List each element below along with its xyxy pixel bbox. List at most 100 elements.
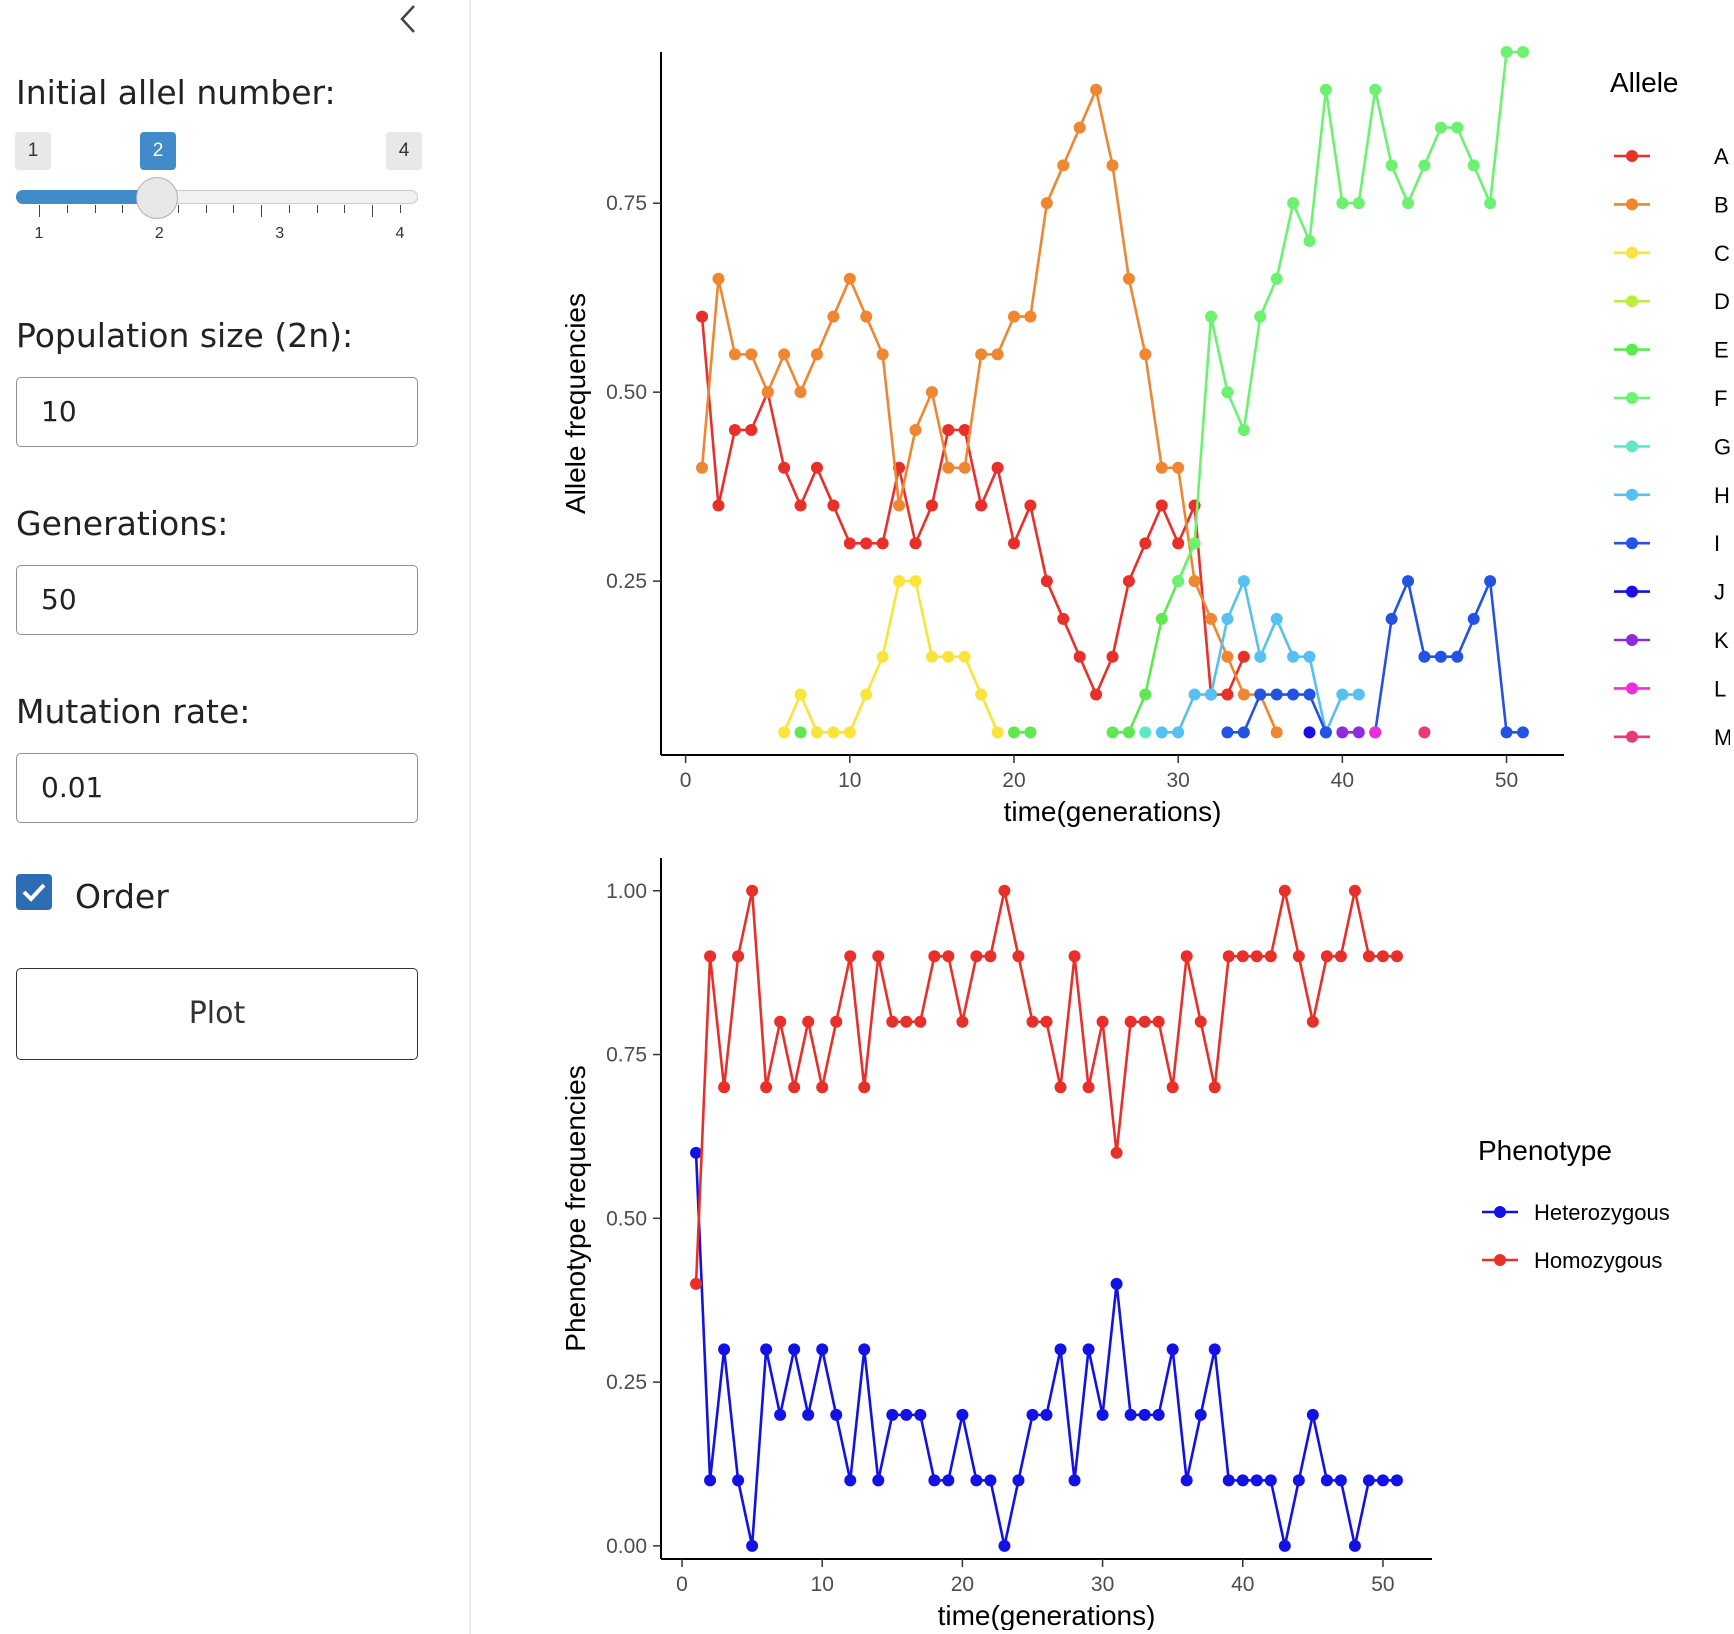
slider-tick-label: 2 xyxy=(154,225,164,242)
x-tick-label: 20 xyxy=(1002,769,1025,792)
data-point xyxy=(1096,1408,1109,1421)
data-point xyxy=(1292,1474,1305,1487)
data-point xyxy=(1352,688,1365,701)
data-point xyxy=(1124,1408,1137,1421)
data-point xyxy=(1180,950,1193,963)
x-tick-label: 50 xyxy=(1371,1573,1394,1596)
legend-key-point xyxy=(1626,440,1638,453)
slider-tick xyxy=(261,205,263,217)
data-point xyxy=(886,1408,899,1421)
data-point xyxy=(1303,650,1316,663)
order-checkbox[interactable] xyxy=(16,874,52,910)
data-point xyxy=(1155,612,1168,625)
data-point xyxy=(1264,950,1277,963)
data-point xyxy=(1040,1408,1053,1421)
slider-max-badge: 4 xyxy=(386,132,422,170)
data-point xyxy=(1155,461,1168,474)
collapse-sidebar-button[interactable] xyxy=(392,2,426,36)
data-point xyxy=(746,884,759,897)
series-line xyxy=(1373,576,1523,734)
data-point xyxy=(876,650,889,663)
slider-tick xyxy=(400,205,401,213)
data-point xyxy=(1068,950,1081,963)
data-point xyxy=(1362,950,1375,963)
legend-key-point xyxy=(1626,730,1638,743)
data-point xyxy=(1376,950,1389,963)
mutation-rate-input[interactable]: 0.01 xyxy=(16,753,418,823)
allele-slider-handle[interactable] xyxy=(136,177,178,219)
data-point xyxy=(1303,688,1316,701)
slider-tick xyxy=(94,205,96,213)
x-tick-label: 20 xyxy=(951,1573,974,1596)
data-point xyxy=(1155,726,1168,739)
data-point xyxy=(1334,1474,1347,1487)
data-point xyxy=(794,499,807,512)
data-point xyxy=(1303,234,1316,247)
slider-tick-label: 3 xyxy=(275,225,285,242)
data-point xyxy=(1040,1015,1053,1028)
plot-button[interactable]: Plot xyxy=(16,968,418,1060)
data-point xyxy=(860,537,873,550)
x-axis-title: time(generations) xyxy=(938,1600,1156,1630)
data-point xyxy=(1122,575,1135,588)
data-point xyxy=(872,1474,885,1487)
data-point xyxy=(844,1474,857,1487)
data-point xyxy=(1106,650,1119,663)
data-point xyxy=(1418,726,1431,739)
data-point xyxy=(956,1408,969,1421)
x-tick-label: 0 xyxy=(676,1573,688,1596)
data-point xyxy=(984,950,997,963)
y-tick-label: 1.00 xyxy=(606,880,647,903)
data-point xyxy=(1348,1539,1361,1552)
legend-key-point xyxy=(1626,537,1638,550)
data-point xyxy=(991,726,1004,739)
order-label: Order xyxy=(75,877,169,916)
data-point xyxy=(1236,1474,1249,1487)
data-point xyxy=(1402,575,1415,588)
data-point xyxy=(718,1343,731,1356)
data-point xyxy=(958,650,971,663)
legend-key-point xyxy=(1626,634,1638,646)
data-point xyxy=(975,688,988,701)
x-tick-label: 40 xyxy=(1231,1573,1254,1596)
data-point xyxy=(732,1474,745,1487)
data-point xyxy=(1484,575,1497,588)
legend-key-point xyxy=(1626,246,1638,259)
data-point xyxy=(1208,1343,1221,1356)
data-point xyxy=(1082,1343,1095,1356)
data-point xyxy=(1122,726,1135,739)
data-point xyxy=(1024,499,1037,512)
data-point xyxy=(704,1474,717,1487)
x-tick-label: 10 xyxy=(838,769,861,792)
data-point xyxy=(860,688,873,701)
data-point xyxy=(1221,726,1234,739)
legend-key-point xyxy=(1494,1206,1506,1218)
data-point xyxy=(984,1474,997,1487)
data-point xyxy=(1040,575,1053,588)
data-point xyxy=(872,950,885,963)
data-point xyxy=(1320,950,1333,963)
data-point xyxy=(893,499,906,512)
data-point xyxy=(1270,272,1283,285)
population-size-input[interactable]: 10 xyxy=(16,377,418,447)
data-point xyxy=(1385,159,1398,172)
legend-key-point xyxy=(1626,150,1638,162)
legend-label: I xyxy=(1714,531,1720,556)
data-point xyxy=(909,423,922,436)
data-point xyxy=(1090,83,1103,96)
data-point xyxy=(1336,197,1349,210)
legend-label: H xyxy=(1714,483,1730,508)
legend-key-point xyxy=(1626,198,1638,211)
y-axis-title: Phenotype frequencies xyxy=(560,1065,591,1351)
data-point xyxy=(991,461,1004,474)
generations-input[interactable]: 50 xyxy=(16,565,418,635)
data-point xyxy=(1270,688,1283,701)
slider-tick xyxy=(233,205,235,213)
data-point xyxy=(1054,1343,1067,1356)
legend-key-point xyxy=(1626,392,1638,404)
slider-tick-label: 1 xyxy=(34,225,44,242)
data-point xyxy=(1073,650,1086,663)
data-point xyxy=(827,310,840,323)
data-point xyxy=(858,1081,871,1094)
data-point xyxy=(858,1343,871,1356)
